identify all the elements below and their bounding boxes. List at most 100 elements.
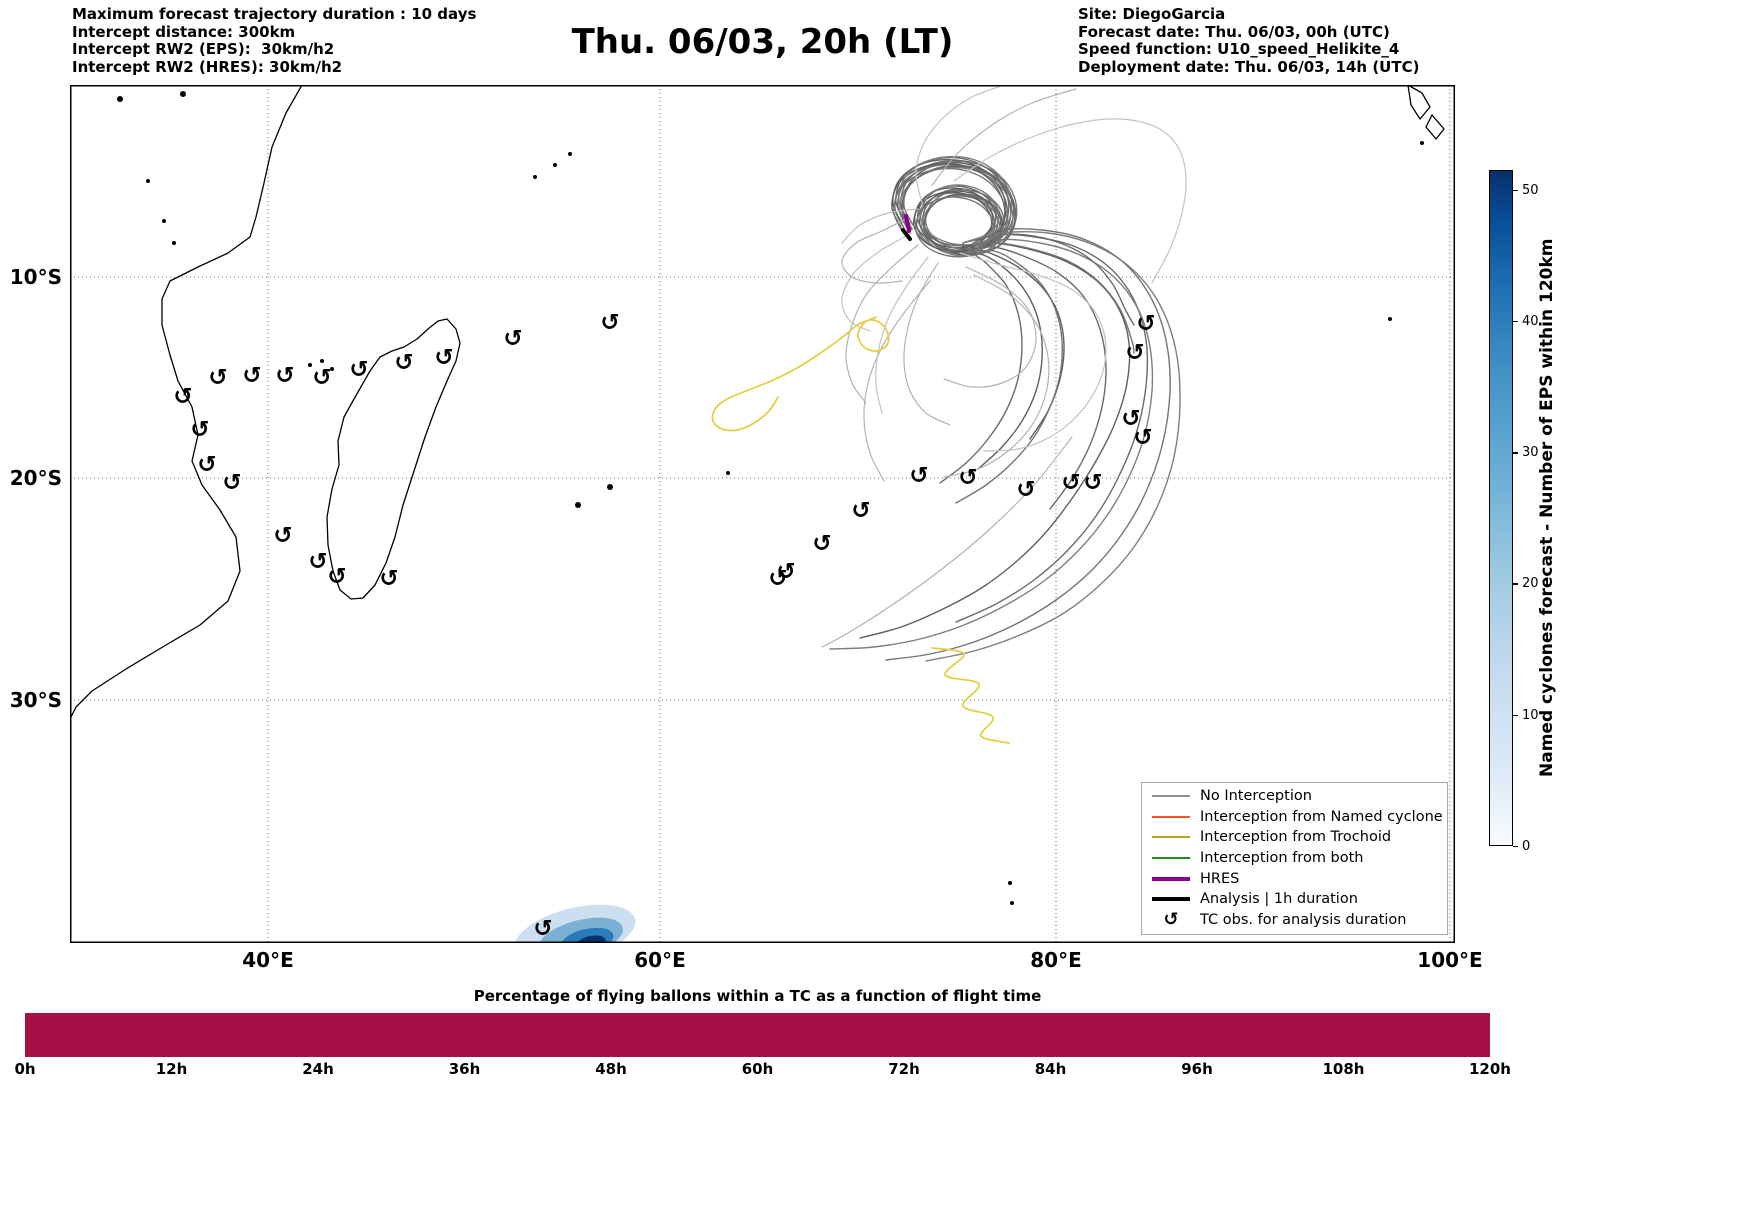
trajectory-line (901, 228, 912, 241)
header-left-line: Intercept RW2 (EPS): 30km/h2 (72, 40, 335, 58)
tc-obs-marker: ↺ (308, 549, 327, 575)
legend-item: Interception from Named cyclone (1142, 807, 1447, 828)
bottom-tick-label: 60h (741, 1060, 774, 1078)
trajectory-line (893, 167, 1063, 504)
trajectory-line (931, 88, 1077, 186)
colorbar-tick-label: 0 (1522, 839, 1531, 854)
trajectory-line (892, 158, 1065, 440)
trajectory-line (904, 214, 911, 233)
island-dot (162, 219, 166, 223)
colorbar-tick (1513, 452, 1518, 454)
trajectory-line (903, 160, 1135, 354)
island-dot (568, 152, 572, 156)
legend-line-swatch (1150, 795, 1192, 798)
legend-item: Analysis | 1h duration (1142, 889, 1447, 910)
trajectory-line (901, 165, 1023, 484)
bottom-tick-label: 96h (1181, 1060, 1213, 1078)
legend-label: HRES (1200, 870, 1240, 887)
trajectory-line (891, 162, 1043, 470)
tc-obs-marker: ↺ (768, 566, 787, 592)
legend-label: Interception from both (1200, 850, 1364, 867)
x-axis-tick-label: 100°E (1417, 948, 1483, 972)
tc-obs-marker: ↺ (1136, 311, 1155, 337)
island-dot (1010, 901, 1014, 905)
legend-label: Analysis | 1h duration (1200, 891, 1358, 908)
trajectory-line (711, 316, 890, 432)
colorbar-ticks: 0 10 20 30 40 50 (1489, 170, 1549, 853)
legend-line-swatch (1150, 857, 1192, 860)
tc-obs-marker: ↺ (533, 916, 552, 942)
bottom-tick-label: 72h (888, 1060, 920, 1078)
coastline (326, 318, 461, 600)
bottom-tick-label: 36h (448, 1060, 481, 1078)
tc-obs-marker: ↺ (909, 463, 928, 489)
colorbar-tick-label: 30 (1522, 445, 1539, 461)
tc-obs-marker: ↺ (434, 345, 453, 371)
legend-label: Interception from Trochoid (1200, 829, 1392, 846)
tc-obs-marker: ↺ (349, 357, 368, 383)
colorbar-tick-label: 10 (1522, 707, 1539, 723)
tc-obs-marker: ↺ (275, 363, 294, 389)
bottom-tick-label: 48h (595, 1060, 627, 1078)
colorbar-tick-label: 20 (1522, 576, 1539, 592)
y-axis-tick-label: 10°S (9, 265, 62, 289)
island-dot (575, 502, 581, 508)
colorbar-tick (1513, 583, 1518, 585)
tc-obs-marker: ↺ (1133, 425, 1152, 451)
legend-label: No Interception (1200, 788, 1312, 805)
island-dot (330, 367, 334, 371)
trajectory-line (931, 647, 1010, 744)
tc-obs-marker: ↺ (776, 559, 795, 585)
legend-item: Interception from both (1142, 848, 1447, 869)
island-dot (1420, 141, 1424, 145)
legend-line-swatch (1150, 897, 1192, 902)
map-border (70, 85, 1455, 943)
bottom-tick-label: 0h (14, 1060, 36, 1078)
tc-obs-legend-marker: ↺ (1163, 909, 1179, 931)
trajectory-line (863, 280, 931, 482)
tc-obs-marker: ↺ (503, 326, 522, 352)
trajectory-line (900, 159, 1149, 623)
tc-obs-marker: ↺ (173, 384, 192, 410)
tc-obs-marker: ↺ (242, 363, 261, 389)
trajectory-line (915, 84, 1005, 204)
colorbar-label: Named cyclones forecast - Number of EPS … (1537, 238, 1557, 778)
legend-line-swatch (1150, 836, 1192, 839)
x-axis-tick-label: 40°E (242, 948, 294, 972)
figure-title: Thu. 06/03, 20h (LT) (571, 22, 954, 62)
legend-item: No Interception (1142, 786, 1447, 807)
colorbar-tick (1513, 189, 1518, 192)
legend-item: Interception from Trochoid (1142, 827, 1447, 848)
trajectory-line (898, 155, 1181, 662)
header-left-line: Intercept RW2 (HRES): 30km/h2 (72, 57, 343, 76)
x-axis-tick-label: 80°E (1030, 948, 1082, 972)
trajectory-line (845, 244, 919, 404)
bottom-tick-label: 84h (1034, 1060, 1067, 1078)
island-dot (533, 175, 537, 179)
y-axis-tick-label: 30°S (9, 688, 62, 712)
trajectory-line (841, 208, 919, 244)
trajectory-line (903, 262, 951, 426)
legend-label: TC obs. for analysis duration (1200, 911, 1407, 928)
trajectory-line (885, 163, 1171, 661)
trajectory-line (875, 256, 929, 414)
island-dot (1388, 317, 1392, 321)
legend: No Interception Interception from Named c… (1141, 782, 1448, 935)
coastline (1425, 114, 1445, 140)
colorbar-tick-label: 40 (1522, 313, 1539, 329)
trajectory-line (959, 252, 1107, 452)
tc-obs-marker: ↺ (812, 531, 831, 557)
tc-obs-marker: ↺ (312, 365, 331, 391)
header-left-info: Maximum forecast trajectory duration : 1… (72, 5, 477, 76)
x-axis-tick-label: 60°E (634, 948, 686, 972)
header-left-line: Intercept distance: 300km (72, 22, 296, 41)
tc-obs-marker: ↺ (1061, 470, 1080, 496)
tc-obs-marker: ↺ (1083, 470, 1102, 496)
trajectory-line (821, 436, 1073, 648)
tc-obs-marker: ↺ (600, 310, 619, 336)
island-dot (553, 163, 557, 167)
header-left-line: Maximum forecast trajectory duration : 1… (72, 5, 477, 23)
bottom-tick-label: 24h (302, 1060, 334, 1078)
legend-line-swatch (1150, 876, 1192, 881)
tc-obs-marker: ↺ (208, 365, 227, 391)
